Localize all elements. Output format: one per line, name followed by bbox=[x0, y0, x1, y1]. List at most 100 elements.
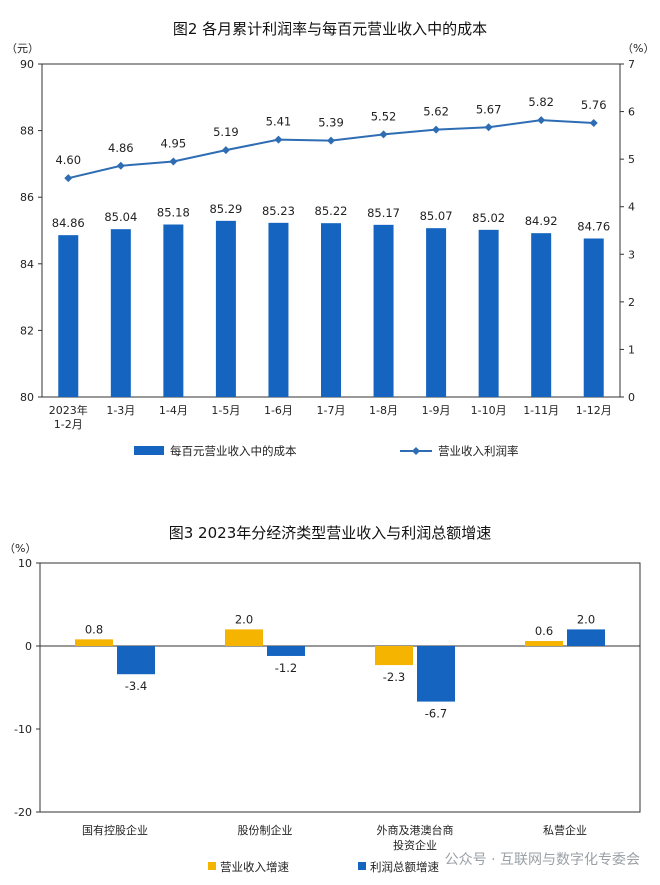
chart2-bar bbox=[163, 224, 184, 397]
chart2-x-tick-label: 1-8月 bbox=[369, 404, 398, 417]
chart3-bar-label: -2.3 bbox=[383, 670, 405, 684]
chart2-x-tick-label: 1-7月 bbox=[317, 404, 346, 417]
chart2-line-point bbox=[116, 161, 125, 170]
chart2-x-tick-label: 1-12月 bbox=[576, 404, 612, 417]
chart3-bar bbox=[225, 629, 263, 646]
chart2-line-label: 5.76 bbox=[581, 98, 607, 112]
chart2-x-tick-label: 1-9月 bbox=[422, 404, 451, 417]
chart3-x-tick-label: 国有控股企业 bbox=[82, 823, 148, 837]
chart2-line-point bbox=[589, 118, 598, 127]
chart2-bar-label: 85.07 bbox=[420, 209, 453, 223]
chart2-left-tick-label: 80 bbox=[20, 391, 34, 404]
chart2-bar-label: 85.17 bbox=[367, 206, 400, 220]
chart3-legend-profit-swatch bbox=[358, 862, 366, 870]
chart2-bar bbox=[478, 229, 499, 397]
chart2-right-tick-label: 4 bbox=[628, 201, 635, 214]
chart2-left-tick-label: 90 bbox=[20, 58, 34, 71]
chart2-line-point bbox=[221, 146, 230, 155]
chart2-x-tick-label: 1-10月 bbox=[471, 404, 507, 417]
chart2-legend-bar-swatch bbox=[134, 446, 164, 455]
chart2-bar-label: 84.76 bbox=[577, 219, 610, 233]
chart3-bar-label: -3.4 bbox=[125, 679, 147, 693]
chart3-plot: 10 0 -10 -20 0.8 2.0 -2.3 0.6 -3.4 -1.2 -6.7 2.0 国有控… bbox=[14, 557, 641, 874]
chart3-bar-label: 0.8 bbox=[85, 622, 103, 636]
chart3-y-tick-label: -20 bbox=[14, 806, 32, 819]
chart2-line-label: 5.82 bbox=[528, 95, 554, 109]
chart2-bar-label: 85.18 bbox=[157, 206, 190, 220]
chart2-right-tick-label: 5 bbox=[628, 153, 635, 166]
chart2-right-tick-label: 6 bbox=[628, 106, 635, 119]
chart2-line-label: 5.67 bbox=[476, 102, 502, 116]
chart2-bar-label: 85.29 bbox=[209, 202, 242, 216]
chart3: 图3 2023年分经济类型营业收入与利润总额增速 （%） 10 0 -10 -20 0.… bbox=[4, 524, 641, 874]
chart2-legend-line-marker bbox=[412, 447, 420, 455]
chart2-x-tick-label: 1-11月 bbox=[523, 404, 559, 417]
chart3-bar-label: -1.2 bbox=[275, 661, 297, 675]
chart2-line-label: 5.52 bbox=[371, 109, 397, 123]
chart2-x-tick-label: 1-4月 bbox=[159, 404, 188, 417]
chart2-bar-label: 85.23 bbox=[262, 204, 295, 218]
chart3-y-tick-label: -10 bbox=[14, 723, 32, 736]
chart2-line-point bbox=[64, 174, 73, 183]
chart2-line-point bbox=[169, 157, 178, 166]
chart2-right-tick-label: 7 bbox=[628, 58, 635, 71]
chart2-x-tick-label: 1-5月 bbox=[211, 404, 240, 417]
chart2-bar bbox=[531, 233, 552, 397]
chart3-bar bbox=[525, 641, 563, 646]
chart2-right-tick-label: 3 bbox=[628, 248, 635, 261]
chart3-legend-revenue-swatch bbox=[208, 862, 216, 870]
watermark: 公众号 · 互联网与数字化专委会 bbox=[445, 852, 640, 868]
chart3-x-tick-label: 外商及港澳台商投资企业 bbox=[377, 823, 454, 852]
chart2-bar-label: 85.04 bbox=[104, 210, 137, 224]
chart2-legend-line-label: 营业收入利润率 bbox=[438, 444, 519, 458]
chart3-legend-revenue-label: 营业收入增速 bbox=[220, 860, 289, 874]
chart2-left-tick-label: 86 bbox=[20, 191, 34, 204]
chart2-right-tick-label: 0 bbox=[628, 391, 635, 404]
chart2-line-label: 5.62 bbox=[423, 105, 449, 119]
chart2-right-tick-label: 2 bbox=[628, 296, 635, 309]
chart2-bar-label: 84.86 bbox=[52, 216, 85, 230]
chart2-line-label: 4.95 bbox=[161, 137, 187, 151]
chart3-frame bbox=[39, 562, 641, 813]
chart2-line-point bbox=[327, 136, 335, 145]
chart3-bar bbox=[267, 646, 305, 656]
chart3-bar-label: -6.7 bbox=[425, 707, 447, 721]
chart2-left-tick-label: 84 bbox=[20, 258, 34, 271]
chart2-right-tick-label: 1 bbox=[628, 343, 635, 356]
chart2-title: 图2 各月累计利润率与每百元营业收入中的成本 bbox=[173, 20, 487, 38]
chart2-bar bbox=[321, 223, 341, 397]
chart3-bar bbox=[75, 639, 113, 646]
chart3-x-tick-label: 股份制企业 bbox=[238, 823, 293, 837]
chart2-x-tick-label: 1-6月 bbox=[264, 404, 293, 417]
chart3-x-tick-label: 私营企业 bbox=[543, 823, 587, 837]
chart2-line-label: 5.41 bbox=[266, 115, 292, 129]
chart2-line-point bbox=[537, 116, 546, 125]
chart3-legend-profit-label: 利润总额增速 bbox=[370, 860, 439, 874]
chart3-bar bbox=[117, 646, 155, 675]
chart2-plot: 80 82 84 86 88 90 0 1 2 3 4 5 6 7 84.86 85.04 85.18 85.29… bbox=[20, 58, 635, 458]
chart2-bar bbox=[110, 229, 131, 397]
chart2-bar bbox=[268, 222, 289, 397]
chart2-bar-label: 85.02 bbox=[472, 211, 505, 225]
chart3-y-unit: （%） bbox=[4, 542, 36, 555]
chart2-line-label: 5.39 bbox=[318, 116, 344, 130]
chart2-bar bbox=[215, 220, 236, 397]
chart3-bar-label: 2.0 bbox=[235, 612, 253, 626]
chart2-left-unit: （元） bbox=[6, 42, 39, 55]
chart2-left-tick-label: 88 bbox=[20, 125, 34, 138]
chart2-line-label: 4.60 bbox=[55, 153, 81, 167]
chart3-bar-label: 2.0 bbox=[577, 612, 595, 626]
chart2-line-point bbox=[379, 130, 388, 139]
chart3-y-tick-label: 0 bbox=[25, 640, 32, 653]
chart2-line-point bbox=[432, 125, 441, 134]
chart2-line-point bbox=[484, 123, 493, 132]
chart2-bar bbox=[426, 228, 447, 397]
chart3-bar bbox=[417, 646, 455, 702]
chart2-right-unit: （%） bbox=[622, 42, 654, 55]
chart2-left-tick-label: 82 bbox=[20, 324, 34, 337]
chart3-bar bbox=[567, 629, 605, 646]
chart2-line-point bbox=[274, 135, 283, 144]
chart3-y-tick-label: 10 bbox=[18, 557, 32, 570]
chart2-line-label: 5.19 bbox=[213, 125, 239, 139]
chart2-bar-label: 84.92 bbox=[525, 214, 558, 228]
